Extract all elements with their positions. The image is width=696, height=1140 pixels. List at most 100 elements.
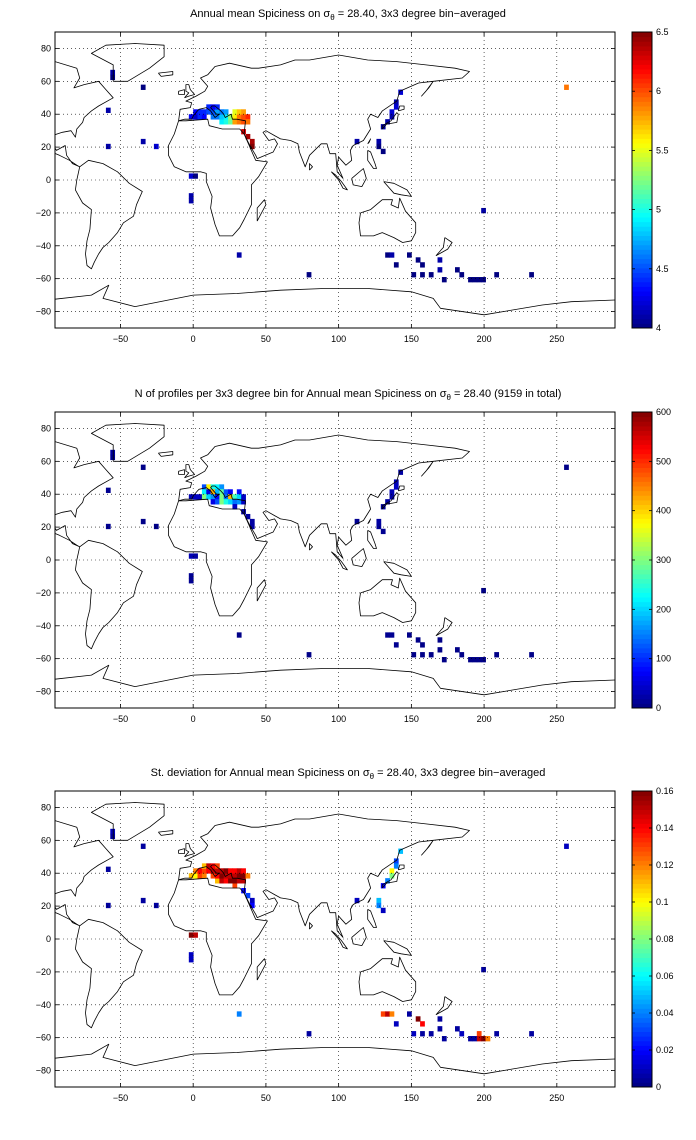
colorbar-swatch [632, 791, 652, 797]
colorbar-swatch [632, 906, 652, 912]
title-prefix: St. deviation for Annual mean Spiciness … [150, 767, 363, 779]
coastline [256, 199, 267, 222]
data-bin [188, 873, 194, 879]
colorbar-swatch [632, 809, 652, 815]
colorbar-swatch [632, 610, 652, 616]
data-bin [223, 119, 229, 125]
colorbar-swatch [632, 92, 652, 98]
coastline [184, 84, 195, 99]
data-bin [228, 868, 233, 874]
data-bin [389, 873, 395, 879]
data-bin [393, 863, 399, 869]
colorbar-swatch [632, 680, 652, 686]
data-bin [215, 109, 220, 115]
colorbar-swatch [632, 823, 652, 829]
data-bin [389, 114, 395, 120]
coastline [309, 163, 313, 171]
data-bin [415, 257, 421, 263]
coastlines [55, 802, 615, 1075]
data-bin [249, 138, 255, 145]
colorbar-swatch [632, 647, 652, 653]
colorbar-swatch [632, 999, 652, 1005]
colorbar-swatch [632, 1008, 652, 1014]
colorbar-swatch [632, 314, 652, 320]
data-bin [385, 499, 390, 505]
data-bin [201, 494, 207, 500]
colorbar-swatch [632, 412, 652, 418]
data-bin [420, 642, 425, 648]
data-bin [481, 966, 486, 973]
colorbar-swatch [632, 416, 652, 422]
colorbar-swatch [632, 221, 652, 227]
coastline [351, 548, 367, 567]
colorbar-swatch [632, 629, 652, 635]
data-bin [201, 484, 207, 490]
colorbar-swatch [632, 1031, 652, 1037]
y-tick-label: 40 [41, 109, 51, 119]
coastline [178, 54, 470, 179]
data-bin [110, 833, 116, 840]
colorbar-tick-label: 0.16 [656, 786, 674, 796]
coastline [381, 871, 399, 889]
coastline [55, 1043, 615, 1075]
colorbar-swatch [632, 45, 652, 51]
colorbar-swatch [632, 661, 652, 667]
coastline [256, 958, 267, 981]
colorbar-swatch [632, 1036, 652, 1042]
colorbar-swatch [632, 189, 652, 195]
data-bin [201, 873, 207, 879]
colorbar-swatch [632, 240, 652, 246]
colorbar-swatch [632, 249, 652, 255]
y-tick-label: −60 [36, 654, 51, 664]
colorbar-swatch [632, 258, 652, 264]
colorbar-swatch [632, 583, 652, 589]
data-bin [188, 553, 194, 559]
y-tick-label: 80 [41, 802, 51, 812]
coastline [397, 485, 405, 492]
colorbar-swatch [632, 281, 652, 287]
colorbar-tick-label: 400 [656, 506, 671, 516]
data-bin [481, 657, 486, 663]
colorbar-swatch [632, 837, 652, 843]
data-bin [193, 109, 198, 115]
data-bin [210, 104, 216, 110]
data-bin [407, 1011, 412, 1017]
data-bin [110, 449, 116, 456]
colorbar-swatch [632, 78, 652, 84]
data-bin [201, 863, 207, 869]
colorbar-swatch [632, 555, 652, 561]
data-bin [241, 494, 246, 500]
data-bin [193, 553, 198, 559]
coastline [358, 956, 417, 1002]
colorbar-swatch [632, 133, 652, 139]
data-bin [494, 1031, 500, 1037]
data-bin [105, 523, 111, 530]
data-bin [494, 272, 500, 278]
data-bin [193, 114, 198, 120]
colorbar-swatch [632, 989, 652, 995]
coastline [168, 877, 268, 996]
data-bin [215, 878, 220, 884]
data-bin [407, 632, 412, 638]
colorbar-swatch [632, 486, 652, 492]
data-bin [476, 657, 482, 663]
x-tick-label: 150 [404, 334, 419, 344]
data-bin [105, 107, 111, 113]
colorbar-swatch [632, 449, 652, 455]
colorbar-swatch [632, 666, 652, 672]
colorbar-swatch [632, 569, 652, 575]
data-bin [236, 119, 242, 125]
colorbar-swatch [632, 962, 652, 968]
data-bin [236, 632, 242, 638]
data-bin [485, 1036, 491, 1042]
data-bin [380, 504, 386, 510]
data-bin [210, 494, 216, 500]
y-tick-label: −40 [36, 241, 51, 251]
data-bin [380, 883, 386, 889]
colorbar-swatch [632, 267, 652, 273]
coastline [75, 539, 143, 650]
colorbar-swatch [632, 425, 652, 431]
colorbar-swatch [632, 170, 652, 176]
colorbar-swatch [632, 1022, 652, 1028]
colorbar-swatch [632, 915, 652, 921]
